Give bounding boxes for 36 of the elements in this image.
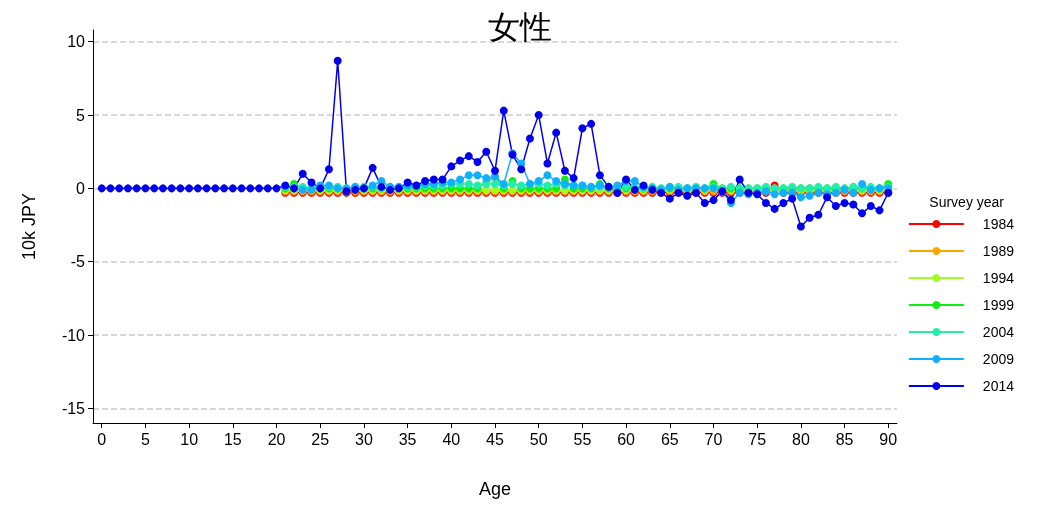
y-axis-title: 10k JPY (19, 192, 39, 261)
legend-title: Survey year (929, 194, 1005, 210)
x-tick-label: 0 (97, 430, 107, 448)
x-tick-label: 20 (267, 430, 286, 448)
x-axis-title: Age (478, 479, 512, 499)
x-tick-label: 30 (355, 430, 373, 448)
x-tick-label: 60 (617, 430, 636, 448)
legend-label: 1994 (982, 270, 1015, 286)
y-tick-label: -15 (61, 399, 86, 417)
x-tick-label: 25 (311, 430, 330, 448)
legend-label: 1999 (982, 297, 1015, 313)
legend-label: 1984 (982, 216, 1015, 232)
x-tick-label: 15 (223, 430, 242, 448)
x-tick-label: 45 (486, 430, 504, 448)
x-tick-label: 5 (140, 430, 150, 448)
x-tick-label: 40 (442, 430, 461, 448)
x-tick-label: 70 (704, 430, 723, 448)
y-tick-label: -5 (70, 253, 86, 271)
chart-title: 女性 (487, 9, 552, 45)
legend-label: 1989 (982, 243, 1015, 259)
y-tick-label: -10 (61, 326, 86, 344)
y-tick-label: 5 (76, 106, 86, 124)
x-tick-label: 65 (660, 430, 679, 448)
legend-label: 2009 (982, 351, 1015, 367)
legend-label: 2004 (982, 324, 1015, 340)
x-tick-label: 80 (791, 430, 810, 448)
x-tick-label: 90 (879, 430, 898, 448)
y-tick-label: 0 (76, 179, 86, 197)
x-tick-label: 55 (573, 430, 592, 448)
x-tick-label: 10 (180, 430, 199, 448)
x-tick-label: 85 (835, 430, 854, 448)
x-tick-label: 35 (398, 430, 417, 448)
legend-label: 2014 (982, 378, 1015, 394)
y-tick-label: 10 (67, 33, 86, 51)
x-tick-label: 50 (529, 430, 548, 448)
x-tick-label: 75 (748, 430, 767, 448)
